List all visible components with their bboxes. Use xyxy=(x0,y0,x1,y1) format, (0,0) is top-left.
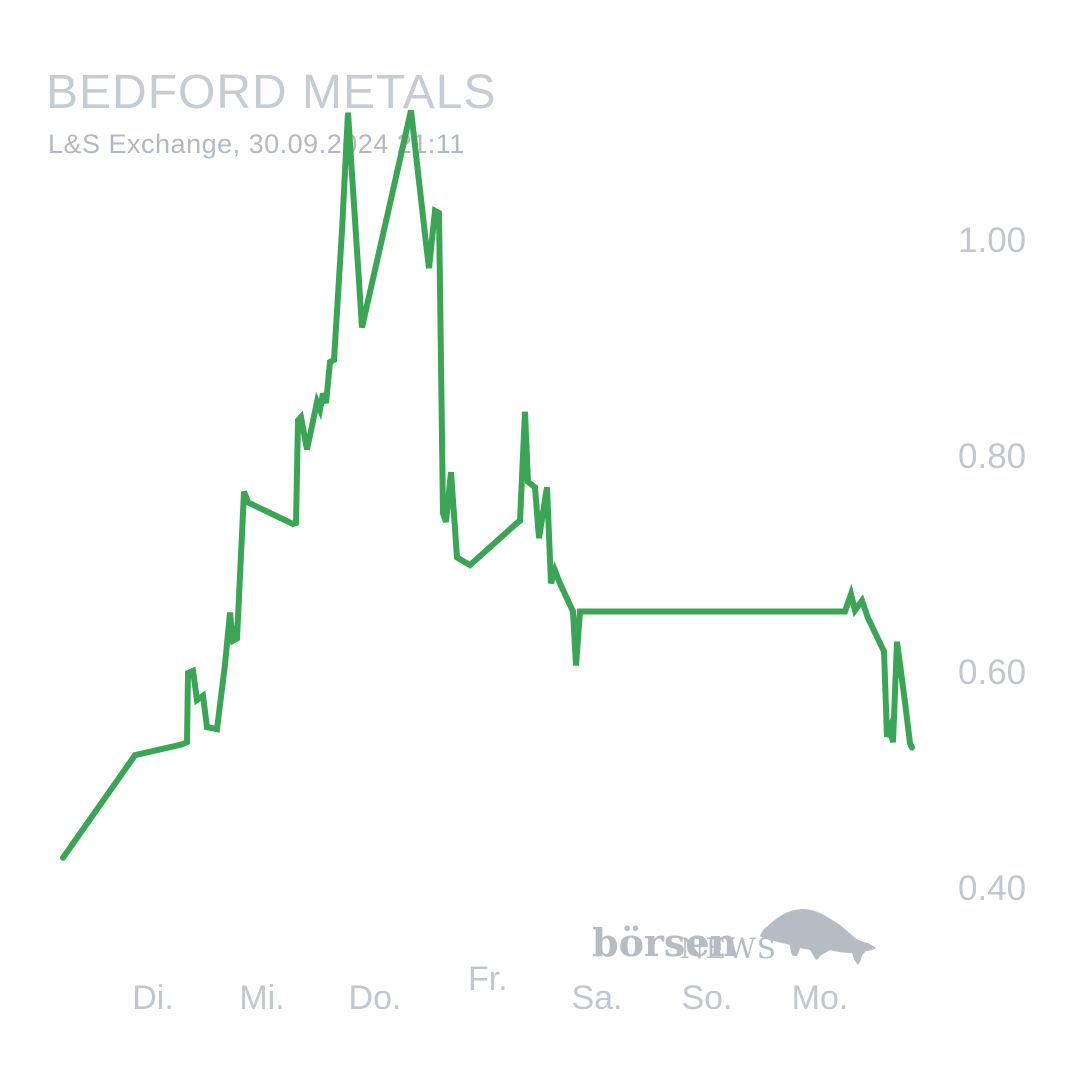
page-title: BEDFORD METALS xyxy=(46,66,497,119)
bull-icon xyxy=(760,909,876,965)
x-axis-day-label: Mi. xyxy=(239,979,285,1017)
x-axis-day-label: Do. xyxy=(348,979,402,1017)
x-axis-day-label: Mo. xyxy=(791,979,849,1017)
price-line-series xyxy=(60,109,915,861)
x-axis-day-label: So. xyxy=(681,979,733,1017)
y-axis-tick-label: 0.60 xyxy=(958,653,1027,692)
logo-text-news: NEWS xyxy=(680,932,777,965)
x-axis-day-label: Fr. xyxy=(468,960,508,998)
chart-subtitle: L&S Exchange, 30.09.2024 21:11 xyxy=(48,129,465,159)
y-axis-tick-label: 1.00 xyxy=(958,221,1027,260)
x-axis-day-label: Di. xyxy=(132,979,174,1017)
logo-text-borsen: börsen xyxy=(592,920,738,965)
y-axis-tick-label: 0.40 xyxy=(958,869,1027,908)
x-axis-day-label: Sa. xyxy=(571,979,623,1017)
y-axis-tick-label: 0.80 xyxy=(958,437,1027,476)
